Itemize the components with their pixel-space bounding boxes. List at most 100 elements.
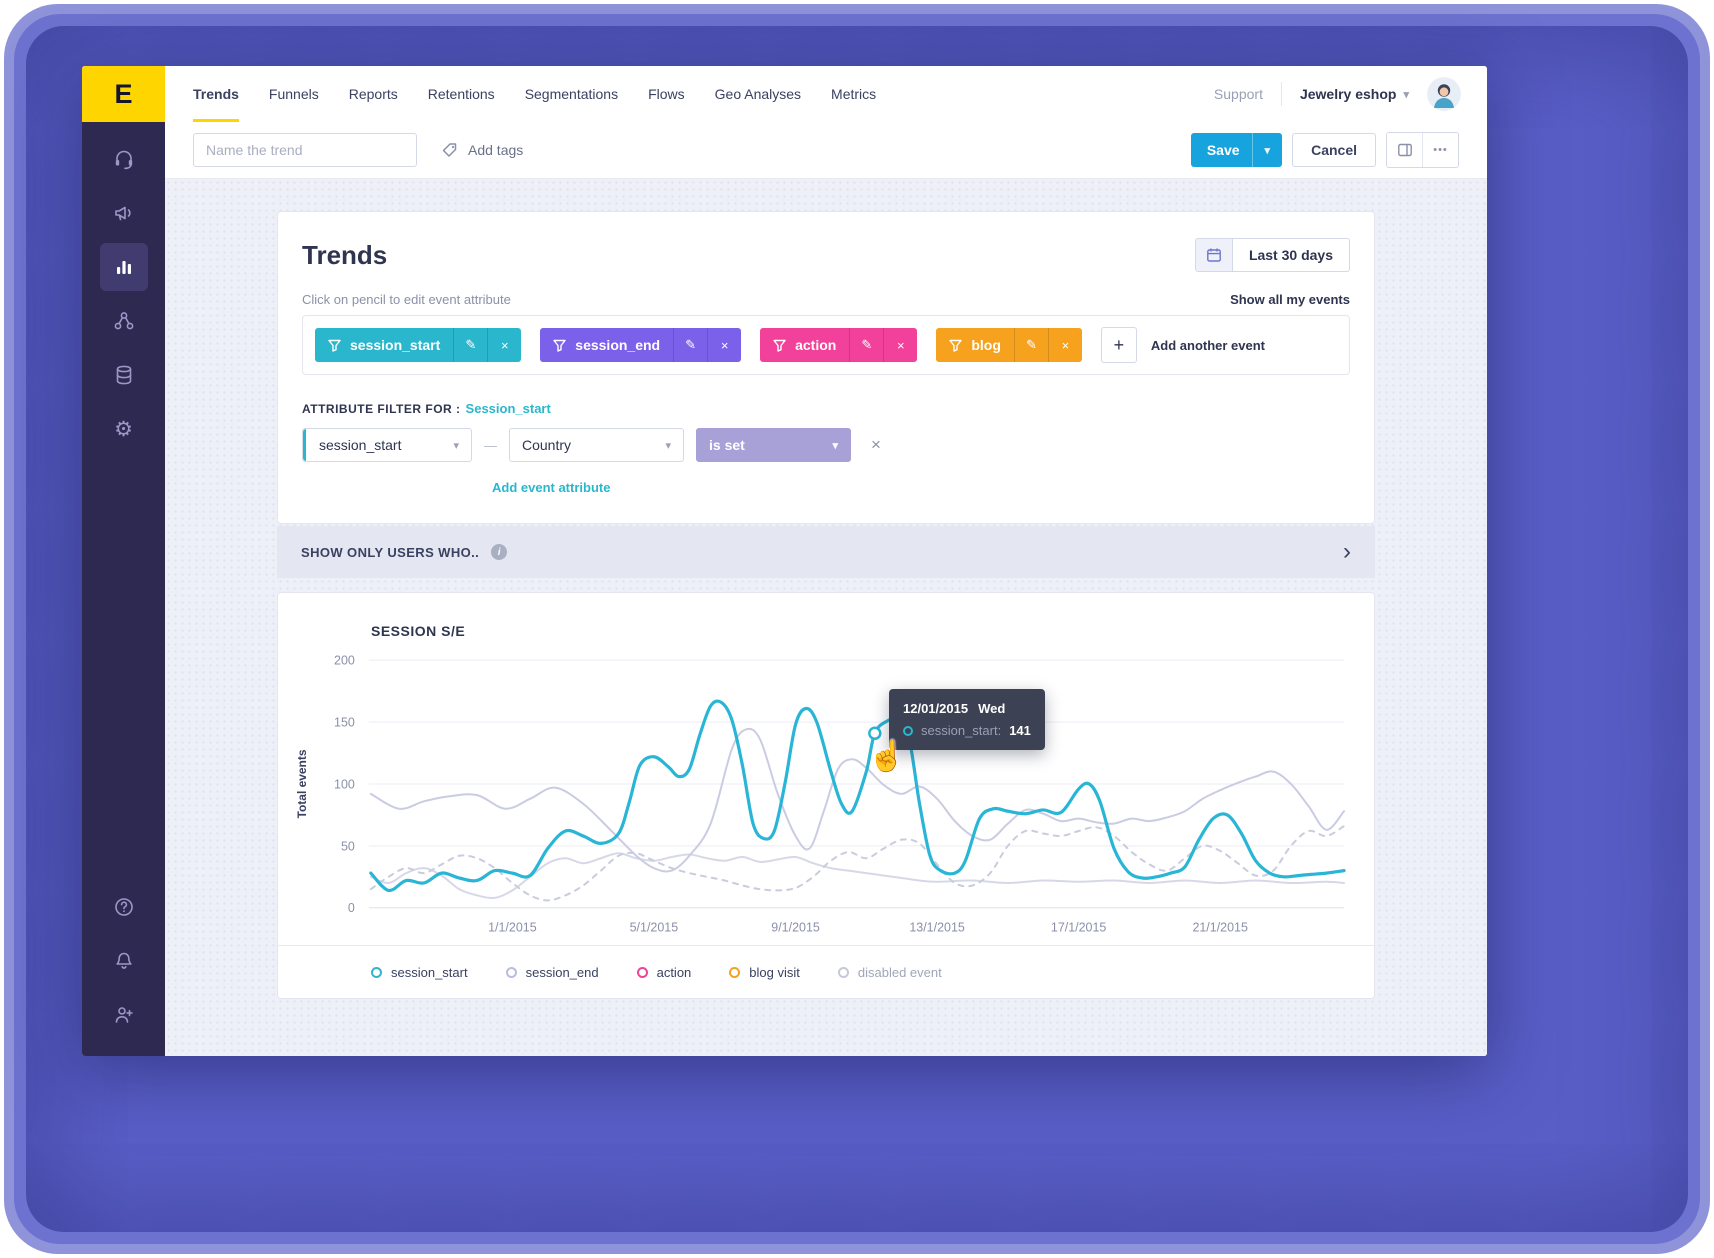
gear-icon: ⚙: [114, 417, 133, 441]
nav-item-reports[interactable]: Reports: [348, 86, 398, 102]
add-event-plus-button[interactable]: +: [1100, 327, 1137, 363]
trend-name-input[interactable]: [193, 133, 417, 167]
cancel-button[interactable]: Cancel: [1292, 133, 1376, 167]
event-chip-label: action: [795, 337, 837, 353]
calendar-icon: [1207, 248, 1221, 262]
funnel-filter-icon: [553, 339, 566, 352]
filter-attribute-select[interactable]: Country ▾: [509, 428, 684, 462]
legend-label: blog visit: [749, 964, 800, 980]
legend-item-session-end[interactable]: session_end: [505, 964, 599, 980]
sidebar-item-help[interactable]: [97, 880, 151, 934]
filter-operator-select[interactable]: is set ▾: [696, 428, 851, 462]
sidebar-item-analyses[interactable]: [99, 243, 148, 291]
more-options-button[interactable]: •••: [1422, 133, 1458, 167]
legend-label: session_end: [525, 964, 599, 980]
remove-event-close-icon[interactable]: ×: [707, 328, 741, 362]
sidebar-item-settings[interactable]: ⚙: [97, 402, 151, 456]
tag-icon: [442, 143, 457, 157]
add-event-attribute-link[interactable]: Add event attribute: [492, 480, 611, 495]
layout-columns-button[interactable]: [1387, 133, 1422, 167]
legend-item-session-start[interactable]: session_start: [371, 965, 468, 980]
date-range-label: Last 30 days: [1248, 247, 1333, 263]
event-chip-blog[interactable]: blog ✎ ×: [936, 328, 1082, 362]
headset-icon: [115, 150, 132, 170]
remove-filter-close-icon[interactable]: ×: [871, 435, 881, 454]
sidebar-item-campaigns[interactable]: [97, 186, 151, 240]
save-dropdown-caret-icon[interactable]: ▾: [1251, 133, 1283, 167]
app-logo[interactable]: E: [82, 66, 165, 122]
svg-text:50: 50: [341, 839, 355, 853]
remove-event-close-icon[interactable]: ×: [1047, 328, 1082, 362]
support-link[interactable]: Support: [1213, 86, 1263, 102]
tooltip-series-label: session_start:: [921, 723, 1002, 738]
nav-item-flows[interactable]: Flows: [648, 86, 685, 102]
tooltip-weekday: Wed: [978, 701, 1006, 716]
save-button[interactable]: Save ▾: [1190, 133, 1283, 167]
bar-chart-icon: [116, 261, 131, 274]
chart-card: SESSION S/E 0 50 100 150 200 1/1/2015 5/1/2015…: [277, 592, 1375, 999]
edit-event-pencil-icon[interactable]: ✎: [849, 328, 883, 362]
funnel-filter-icon: [328, 339, 341, 352]
app-window: E Trends Funnels Reports Retentions Segm…: [82, 66, 1487, 1056]
sidebar-item-support[interactable]: [97, 132, 151, 186]
edit-event-pencil-icon[interactable]: ✎: [453, 328, 487, 362]
filter-event-select[interactable]: session_start ▾: [302, 428, 472, 462]
sidebar-item-invite[interactable]: [97, 988, 151, 1042]
edit-event-pencil-icon[interactable]: ✎: [1013, 328, 1048, 362]
nav-item-funnels[interactable]: Funnels: [268, 86, 319, 102]
edit-event-pencil-icon[interactable]: ✎: [673, 328, 707, 362]
svg-text:5/1/2015: 5/1/2015: [630, 921, 679, 935]
legend-item-disabled-event[interactable]: disabled event: [837, 965, 942, 980]
svg-text:0: 0: [348, 901, 355, 915]
add-tags-label: Add tags: [468, 142, 524, 158]
sidebar-item-segments[interactable]: [97, 294, 151, 348]
add-another-event-label[interactable]: Add another event: [1150, 337, 1266, 353]
remove-event-close-icon[interactable]: ×: [487, 328, 521, 362]
event-chip-label: blog: [971, 337, 1001, 353]
nav-item-retentions[interactable]: Retentions: [427, 86, 495, 102]
add-tags-button[interactable]: Add tags: [441, 141, 523, 159]
legend-dot: [636, 966, 648, 978]
trend-toolbar: Add tags Save ▾ Cancel: [165, 122, 1487, 179]
workspace-switcher[interactable]: Jewelry eshop ▾: [1300, 86, 1409, 102]
event-chip-label: session_end: [575, 337, 661, 353]
nav-item-metrics[interactable]: Metrics: [831, 86, 877, 102]
event-chip-session-end[interactable]: session_end ✎ ×: [540, 328, 742, 362]
svg-text:Total events: Total events: [295, 749, 309, 818]
top-navbar: E Trends Funnels Reports Retentions Segm…: [82, 66, 1487, 122]
trend-line-chart[interactable]: 0 50 100 150 200 1/1/2015 5/1/2015 9/1/2015 13/1…: [278, 593, 1374, 945]
vertical-divider: [1280, 82, 1282, 106]
tooltip-value: 141: [1009, 723, 1031, 738]
sidebar-item-notifications[interactable]: [97, 934, 151, 988]
event-chip-action[interactable]: action ✎ ×: [760, 328, 918, 362]
svg-text:100: 100: [334, 777, 355, 791]
legend-item-blog-visit[interactable]: blog visit: [729, 965, 800, 980]
columns-layout-icon: [1397, 143, 1412, 157]
trends-card: Trends Last 30 days Cli: [277, 211, 1375, 524]
show-all-events-link[interactable]: Show all my events: [1230, 292, 1350, 307]
icon-sidebar: ⚙: [82, 122, 165, 1056]
toolbar-actions: Save ▾ Cancel •••: [1190, 132, 1459, 168]
selected-events-box: session_start ✎ × session_end: [302, 315, 1350, 375]
chevron-right-icon[interactable]: ›: [1343, 538, 1351, 565]
show-only-users-bar[interactable]: SHOW ONLY USERS WHO.. i ›: [277, 526, 1375, 578]
main-nav: Trends Funnels Reports Retentions Segmen…: [165, 66, 876, 122]
cursor-hand-icon: ☝: [868, 740, 906, 773]
event-chip-session-start[interactable]: session_start ✎ ×: [315, 328, 522, 362]
chevron-down-icon: ▾: [1403, 88, 1409, 101]
legend-item-action[interactable]: action: [636, 965, 691, 980]
nav-item-geo-analyses[interactable]: Geo Analyses: [714, 86, 802, 102]
chart-title: SESSION S/E: [371, 623, 466, 639]
nav-item-trends[interactable]: Trends: [193, 66, 239, 122]
tooltip-series-dot: [903, 725, 913, 736]
filter-operator-value: is set: [709, 437, 745, 453]
svg-text:1/1/2015: 1/1/2015: [488, 921, 537, 935]
date-range-picker[interactable]: Last 30 days: [1194, 238, 1350, 272]
chart-tooltip: 12/01/2015 Wed session_start: 141: [889, 689, 1045, 750]
sidebar-item-data[interactable]: [97, 348, 151, 402]
svg-text:13/1/2015: 13/1/2015: [909, 921, 965, 935]
nav-item-segmentations[interactable]: Segmentations: [524, 86, 619, 102]
user-avatar[interactable]: [1427, 77, 1461, 111]
svg-text:150: 150: [334, 716, 355, 730]
remove-event-close-icon[interactable]: ×: [883, 328, 917, 362]
